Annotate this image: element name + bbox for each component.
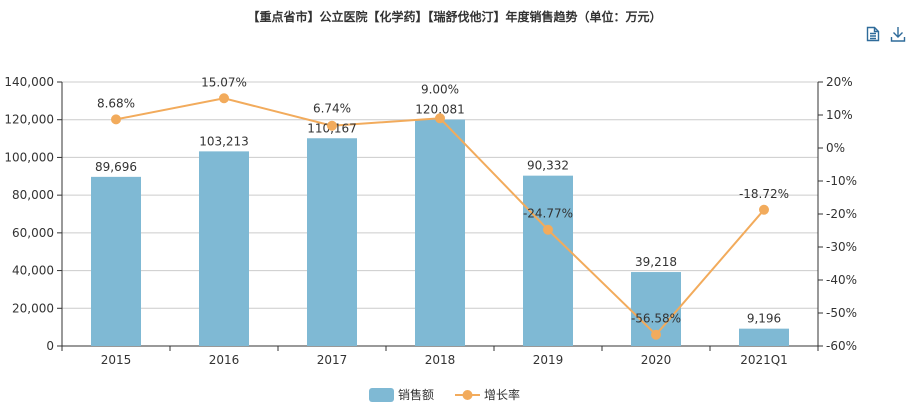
- bar: [739, 328, 789, 346]
- legend-line-marker: [462, 390, 473, 400]
- legend-bar-swatch: [369, 388, 394, 402]
- bar-label: 120,081: [415, 103, 465, 117]
- right-tick-label: -30%: [826, 240, 857, 254]
- x-tick-label: 2020: [641, 353, 672, 367]
- legend-bar-label: 销售额: [398, 387, 434, 402]
- growth-label: 15.07%: [201, 75, 247, 89]
- x-tick-label: 2019: [533, 353, 564, 367]
- x-tick-label: 2017: [317, 353, 348, 367]
- growth-label: -18.72%: [739, 187, 789, 201]
- bar: [415, 119, 465, 346]
- right-tick-label: -40%: [826, 273, 857, 287]
- left-tick-label: 80,000: [12, 188, 54, 202]
- bar: [523, 175, 573, 346]
- right-tick-label: -20%: [826, 207, 857, 221]
- x-tick-label: 2016: [209, 353, 240, 367]
- data-view-icon[interactable]: [866, 26, 880, 42]
- save-image-icon[interactable]: [890, 26, 906, 42]
- bar-label: 89,696: [95, 160, 137, 174]
- growth-label: 9.00%: [421, 83, 459, 97]
- left-tick-label: 0: [46, 339, 54, 353]
- growth-point: [327, 120, 337, 131]
- growth-label: 6.74%: [313, 101, 351, 115]
- growth-point: [543, 224, 553, 235]
- chart-title: 【重点省市】公立医院【化学药】【瑞舒伐他汀】年度销售趋势（单位：万元）: [247, 10, 662, 24]
- left-tick-label: 140,000: [4, 75, 54, 89]
- left-tick-label: 20,000: [12, 301, 54, 315]
- right-tick-label: 0%: [826, 141, 845, 155]
- bar-label: 103,213: [199, 134, 249, 148]
- bar-label: 90,332: [527, 159, 569, 173]
- x-tick-label: 2015: [101, 353, 132, 367]
- right-tick-label: -50%: [826, 306, 857, 320]
- bar-label: 9,196: [747, 312, 781, 326]
- growth-point: [759, 204, 769, 215]
- right-tick-label: 20%: [826, 75, 853, 89]
- left-tick-label: 100,000: [4, 150, 54, 164]
- growth-label: 8.68%: [97, 96, 135, 110]
- left-tick-label: 40,000: [12, 264, 54, 278]
- x-tick-label: 2021Q1: [740, 353, 788, 367]
- left-tick-label: 120,000: [4, 113, 54, 127]
- bar: [307, 138, 357, 346]
- x-tick-label: 2018: [425, 353, 456, 367]
- growth-label: -56.58%: [631, 312, 681, 326]
- growth-label: -24.77%: [523, 207, 573, 221]
- growth-point: [219, 93, 229, 104]
- legend-line-label: 增长率: [484, 387, 520, 402]
- right-tick-label: -10%: [826, 174, 857, 188]
- bar-label: 39,218: [635, 255, 677, 269]
- growth-point: [651, 329, 661, 340]
- left-tick-label: 60,000: [12, 226, 54, 240]
- bar: [199, 151, 249, 346]
- growth-point: [435, 113, 445, 124]
- right-tick-label: 10%: [826, 108, 853, 122]
- right-tick-label: -60%: [826, 339, 857, 353]
- growth-point: [111, 114, 121, 125]
- bar: [91, 176, 141, 346]
